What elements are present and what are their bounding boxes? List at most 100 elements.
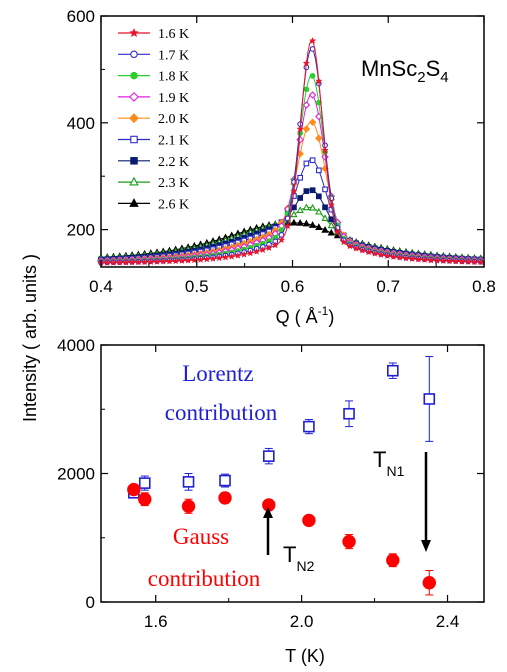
- top-data-point: [227, 252, 236, 260]
- top-data-point: [371, 249, 379, 257]
- top-xtick-label: 0.5: [185, 277, 209, 296]
- top-data-point: [190, 256, 199, 264]
- top-ytick-label: 200: [67, 221, 95, 240]
- top-xlabel-sup: -1: [318, 304, 329, 318]
- tn2-sub: N2: [296, 558, 314, 574]
- top-data-point: [321, 146, 329, 154]
- top-data-point: [297, 195, 304, 201]
- top-data-point: [103, 258, 111, 266]
- top-data-point: [308, 91, 317, 99]
- top-xtick-label: 0.7: [376, 277, 400, 296]
- gauss-label-1: Gauss: [173, 524, 229, 549]
- legend-marker: [130, 135, 138, 144]
- bottom-xtick-label: 2.0: [290, 612, 314, 631]
- top-data-point: [302, 59, 311, 67]
- top-xtick-label: 0.4: [89, 277, 113, 296]
- legend-marker: [129, 91, 139, 102]
- top-data-point: [128, 258, 136, 266]
- top-data-point: [303, 188, 310, 194]
- tn2-main: T: [283, 542, 296, 567]
- top-xlabel-main: Q ( Å: [276, 307, 318, 327]
- top-data-point: [402, 254, 410, 262]
- gauss-label-2: contribution: [148, 566, 261, 591]
- legend-label: 1.9 K: [158, 91, 189, 106]
- top-chart: 0.4 0.5 0.6 0.7 0.8 200 400 600 1.6 K 1.7 K 1.8 K…: [67, 7, 496, 327]
- top-title-sub2: 4: [440, 69, 448, 86]
- bottom-xtick-label: 1.6: [144, 612, 168, 631]
- tn1-label: TN1: [373, 447, 405, 479]
- top-series-line: [97, 91, 485, 266]
- top-data-point: [309, 157, 316, 164]
- top-data-point: [297, 174, 304, 181]
- lorentz-point: [262, 447, 275, 465]
- top-data-point: [327, 200, 336, 209]
- top-data-point: [290, 187, 298, 195]
- top-title: MnSc2S4: [361, 56, 449, 86]
- top-data-point: [303, 86, 310, 93]
- legend-label: 2.3 K: [158, 176, 189, 191]
- top-data-point: [414, 255, 423, 263]
- top-data-point: [452, 257, 460, 265]
- gauss-point: [127, 482, 141, 497]
- top-data-point: [389, 252, 398, 261]
- top-data-point: [315, 167, 322, 174]
- lorentz-point: [303, 419, 315, 435]
- bottom-ytick-label: 2000: [57, 465, 95, 484]
- top-xlabel: Q ( Å-1): [276, 304, 335, 327]
- top-data-point: [109, 258, 118, 266]
- ylabel: Intensity ( arb. units ): [20, 254, 40, 422]
- tn1-arrow: [421, 452, 431, 552]
- legend-label: 1.6 K: [158, 27, 189, 42]
- legend-entry: 1.8 K: [118, 70, 189, 85]
- legend-label: 2.6 K: [158, 197, 189, 212]
- legend-entry: 1.6 K: [118, 27, 189, 42]
- top-data-point: [458, 257, 466, 265]
- top-data-point: [290, 210, 298, 218]
- top-data-point: [221, 253, 230, 261]
- lorentz-point: [423, 356, 436, 442]
- lorentz-point: [343, 400, 355, 428]
- legend-marker: [129, 198, 139, 207]
- top-data-point: [302, 125, 311, 133]
- top-data-point: [115, 258, 124, 266]
- top-data-point: [420, 255, 429, 264]
- top-data-point: [333, 228, 342, 236]
- gauss-point: [302, 513, 316, 528]
- top-data-point: [165, 257, 174, 265]
- top-data-point: [408, 254, 416, 263]
- top-data-point: [315, 207, 323, 215]
- bottom-ticks-group: 1.6 2.0 2.4 0 2000 4000: [57, 336, 484, 631]
- top-data-point: [302, 219, 311, 227]
- top-data-point: [321, 225, 329, 233]
- top-data-point: [296, 218, 304, 226]
- gauss-point: [218, 491, 232, 505]
- legend-marker: [129, 113, 139, 124]
- top-data-point: [327, 221, 335, 229]
- tn1-sub: N1: [386, 463, 404, 479]
- top-data-point: [433, 256, 441, 264]
- top-data-point: [308, 36, 317, 45]
- lorentz-point: [182, 473, 195, 491]
- legend-entry: 2.6 K: [118, 197, 189, 212]
- top-data-point: [153, 257, 161, 265]
- top-data-point: [147, 258, 155, 266]
- top-data-point: [296, 125, 304, 133]
- top-data-point: [340, 238, 348, 246]
- top-data-point: [303, 160, 310, 167]
- top-xtick-label: 0.6: [281, 277, 305, 296]
- top-data-point: [122, 258, 130, 266]
- top-series-group: [97, 36, 485, 267]
- top-data-point: [352, 244, 360, 252]
- bottom-ytick-label: 4000: [57, 336, 95, 355]
- lorentz-point: [387, 362, 399, 379]
- legend-label: 1.8 K: [158, 70, 189, 85]
- top-data-point: [265, 243, 273, 252]
- tn2-label: TN2: [283, 542, 315, 574]
- top-data-point: [321, 214, 329, 222]
- top-data-point: [327, 228, 335, 236]
- top-data-point: [396, 253, 404, 261]
- top-data-point: [476, 258, 485, 266]
- bottom-points-group: [127, 356, 436, 596]
- top-data-point: [470, 258, 479, 266]
